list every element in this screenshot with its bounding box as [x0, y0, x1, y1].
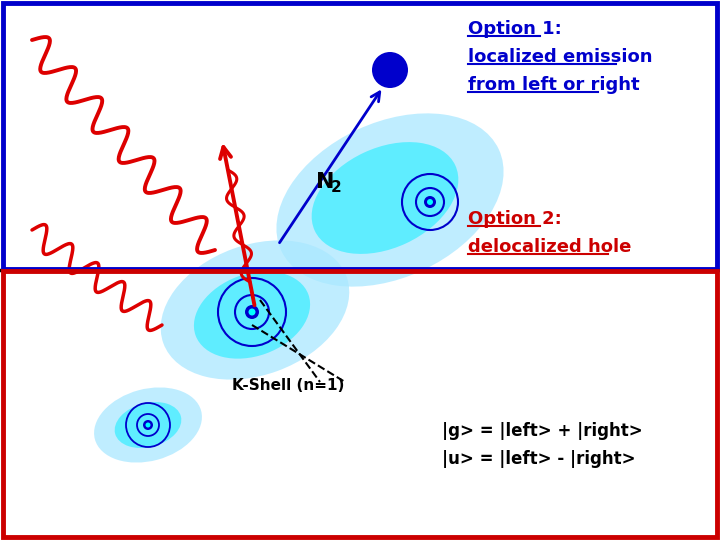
- Text: localized emission: localized emission: [468, 48, 652, 66]
- Text: |u> = |left> - |right>: |u> = |left> - |right>: [442, 450, 636, 468]
- Circle shape: [424, 196, 436, 208]
- Text: Option 1:: Option 1:: [468, 20, 562, 38]
- Ellipse shape: [312, 142, 459, 254]
- Ellipse shape: [94, 387, 202, 463]
- Ellipse shape: [194, 271, 310, 359]
- Circle shape: [248, 308, 256, 315]
- Bar: [3, 3, 717, 269]
- Text: 2: 2: [331, 180, 342, 195]
- Circle shape: [427, 199, 433, 205]
- Circle shape: [143, 420, 153, 430]
- Text: K-Shell (n=1): K-Shell (n=1): [232, 378, 344, 393]
- Text: |g> = |left> + |right>: |g> = |left> + |right>: [442, 422, 643, 440]
- Text: Option 2:: Option 2:: [468, 210, 562, 228]
- Text: from left or right: from left or right: [468, 76, 639, 94]
- Text: N: N: [316, 172, 335, 192]
- Ellipse shape: [161, 240, 349, 380]
- Circle shape: [372, 52, 408, 88]
- Ellipse shape: [114, 402, 181, 448]
- Bar: [3, 271, 717, 537]
- Circle shape: [145, 422, 150, 428]
- Circle shape: [245, 305, 259, 319]
- Text: delocalized hole: delocalized hole: [468, 238, 631, 256]
- Ellipse shape: [276, 113, 503, 287]
